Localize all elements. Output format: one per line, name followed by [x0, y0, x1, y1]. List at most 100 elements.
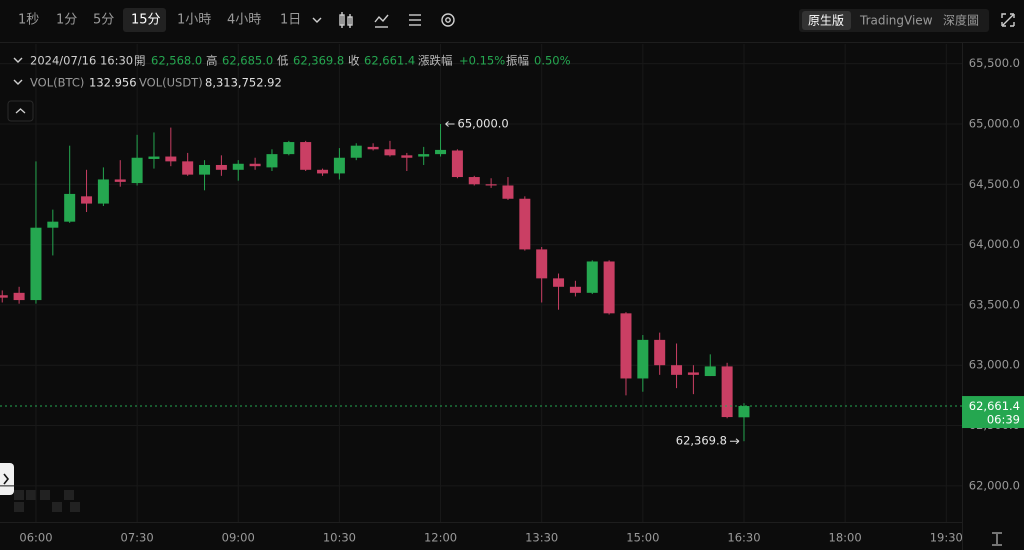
candle-body: [131, 157, 143, 184]
toolbar-icons: [13, 12, 1015, 85]
collapse-icon[interactable]: [13, 57, 23, 63]
info-low-label: 低: [277, 54, 289, 68]
dropdown-icon[interactable]: [312, 17, 322, 23]
expand-arrow: [3, 473, 10, 485]
interval-button[interactable]: 4小時: [227, 13, 261, 28]
countdown-label: 06:39: [987, 413, 1020, 427]
volume-usdt-label: VOL(USDT): [139, 76, 203, 90]
candle-body: [553, 278, 565, 287]
indicator-icon[interactable]: [374, 14, 389, 28]
candle-body: [671, 365, 683, 375]
candle-body: [586, 261, 598, 293]
candle-body: [232, 163, 244, 170]
x-tick-label: 10:30: [323, 531, 356, 545]
annotation-arrow: [445, 121, 455, 127]
candle-body: [401, 155, 413, 158]
interval-button[interactable]: 1秒: [18, 13, 39, 28]
candle-body: [283, 142, 295, 155]
candle-body: [603, 261, 615, 314]
candle-body: [384, 149, 396, 156]
interval-button[interactable]: 5分: [93, 13, 114, 28]
x-tick-label: 07:30: [121, 531, 154, 545]
settings-icon[interactable]: [441, 13, 455, 27]
candle-body: [81, 196, 93, 204]
y-tick-label: 62,000.0: [969, 478, 1020, 492]
annotation-arrow: [729, 438, 740, 445]
candle-body: [468, 177, 480, 185]
volume-usdt: 8,313,752.92: [205, 76, 282, 90]
view-button[interactable]: TradingView: [859, 14, 933, 28]
interval-button[interactable]: 1分: [56, 13, 77, 28]
x-tick-label: 12:00: [424, 531, 457, 545]
candle-body: [654, 339, 666, 366]
candle-body: [485, 184, 497, 186]
candle-body: [97, 179, 109, 204]
info-low: 62,369.8: [293, 54, 344, 68]
annotation-label: 62,369.8: [676, 434, 727, 448]
candle-body: [47, 221, 59, 228]
x-tick-label: 09:00: [222, 531, 255, 545]
x-tick-label: 13:30: [525, 531, 558, 545]
candle-body: [367, 146, 379, 150]
candle-body: [637, 339, 649, 379]
interval-button[interactable]: 1日: [280, 13, 301, 28]
info-amplitude: 0.50%: [534, 54, 571, 68]
candle-body: [418, 154, 430, 157]
watermark: [14, 490, 80, 512]
interval-button[interactable]: 1小時: [177, 13, 211, 28]
info-change: +0.15%: [459, 54, 505, 68]
info-high-label: 高: [206, 54, 218, 68]
y-tick-label: 63,500.0: [969, 297, 1020, 311]
info-open-label: 開: [134, 54, 146, 68]
info-amplitude-label: 振幅: [506, 54, 529, 68]
collapse-arrow: [15, 108, 26, 114]
last-price-label: 62,661.4: [969, 399, 1020, 413]
candle-body: [721, 366, 733, 418]
settings-list-icon[interactable]: [409, 14, 421, 26]
x-tick-label: 15:00: [626, 531, 659, 545]
volume-btc: 132.956: [89, 76, 137, 90]
candle-body: [30, 227, 42, 301]
x-tick-label: 06:00: [19, 531, 52, 545]
candle-body: [266, 154, 278, 168]
candle-body: [165, 156, 177, 162]
candle-body: [704, 366, 716, 377]
y-tick-label: 64,000.0: [969, 237, 1020, 251]
candle-body: [182, 161, 194, 175]
candle-body: [451, 150, 463, 178]
candle-body: [435, 149, 447, 155]
candle-body: [114, 179, 126, 182]
candle-body: [502, 185, 514, 199]
candle-body: [13, 292, 25, 301]
collapse-button[interactable]: [7, 100, 34, 122]
axis-settings-icon[interactable]: [992, 532, 1002, 546]
view-button[interactable]: 原生版: [808, 14, 844, 28]
interval-button[interactable]: 15分: [131, 13, 161, 28]
y-tick-label: 65,000.0: [969, 116, 1020, 130]
candle-body: [64, 193, 76, 222]
info-high: 62,685.0: [222, 54, 273, 68]
fullscreen-icon[interactable]: [1001, 13, 1015, 27]
volume-btc-label: VOL(BTC): [30, 76, 84, 90]
view-button[interactable]: 深度圖: [943, 13, 979, 28]
info-change-label: 漲跌幅: [418, 54, 453, 68]
interval-active-bg: [123, 8, 166, 32]
info-close: 62,661.4: [364, 54, 415, 68]
candle-body: [350, 145, 362, 158]
candle-body: [738, 406, 750, 418]
candle-body: [620, 313, 632, 379]
candle-body: [317, 169, 329, 174]
info-close-label: 收: [348, 54, 360, 68]
annotation-label: 65,000.0: [458, 116, 509, 130]
candle-body: [333, 157, 345, 174]
candle-body: [0, 295, 8, 298]
y-tick-label: 64,500.0: [969, 177, 1020, 191]
candle-type-icon[interactable]: [339, 12, 353, 28]
plot: [0, 44, 962, 522]
candle-body: [215, 164, 227, 170]
y-tick-label: 63,000.0: [969, 358, 1020, 372]
y-tick-label: 65,500.0: [969, 56, 1020, 70]
collapse-icon[interactable]: [13, 79, 23, 85]
